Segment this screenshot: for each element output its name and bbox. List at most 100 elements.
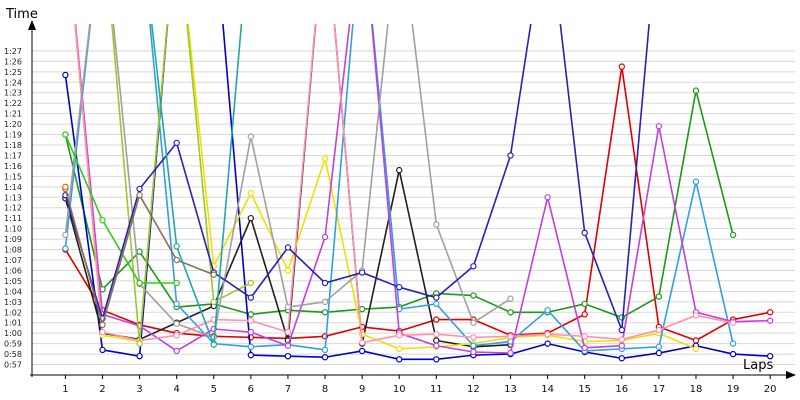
data-point (507, 309, 514, 316)
y-tick-label: 0:57 (4, 361, 22, 370)
data-point (507, 295, 514, 302)
y-tick-label: 1:01 (4, 319, 22, 328)
data-point (247, 328, 255, 336)
y-tick-label: 1:17 (4, 151, 22, 160)
data-point (173, 243, 180, 250)
data-point (729, 231, 737, 239)
data-point (692, 345, 700, 353)
data-point (470, 319, 477, 326)
x-tick-label: 13 (504, 384, 517, 395)
data-point (284, 328, 292, 336)
axes (28, 20, 796, 379)
x-tick-label: 15 (578, 384, 591, 395)
data-point (136, 352, 143, 360)
series-10 (111, 24, 255, 347)
data-point (766, 309, 774, 316)
data-point (321, 279, 329, 287)
series-layer (62, 24, 774, 363)
data-point (766, 317, 774, 324)
data-point (99, 346, 106, 354)
data-point (433, 300, 440, 308)
data-point (618, 326, 625, 334)
data-point (470, 263, 477, 270)
y-tick-label: 1:04 (4, 287, 22, 296)
data-point (618, 355, 625, 362)
y-tick-label: 1:14 (4, 183, 22, 192)
y-tick-label: 1:19 (4, 131, 22, 140)
y-tick-label: 1:24 (4, 78, 22, 87)
data-point (358, 339, 366, 346)
y-tick-label: 0:58 (4, 350, 22, 359)
data-point (433, 337, 440, 344)
data-point (173, 139, 180, 147)
data-point (396, 345, 403, 353)
series-14 (150, 24, 243, 348)
data-point (470, 342, 477, 349)
y-tick-label: 1:26 (4, 57, 22, 66)
data-point (433, 356, 440, 363)
data-point (655, 326, 663, 334)
data-point (173, 300, 180, 308)
data-point (396, 332, 403, 339)
data-point (655, 349, 663, 357)
data-point (284, 352, 292, 360)
data-point (210, 341, 217, 348)
y-tick-label: 1:03 (4, 298, 22, 307)
data-point (729, 350, 737, 358)
x-tick-label: 17 (653, 384, 666, 395)
x-axis-arrow (786, 371, 796, 379)
x-tick-label: 18 (690, 384, 703, 395)
x-tick-label: 20 (764, 384, 777, 395)
data-point (618, 342, 625, 349)
data-point (507, 333, 514, 340)
data-point (247, 214, 255, 222)
y-tick-label: 1:00 (4, 329, 22, 338)
data-point (99, 328, 106, 336)
y-axis-arrow (28, 20, 36, 30)
data-point (173, 256, 180, 264)
data-point (173, 347, 180, 355)
data-point (618, 63, 625, 70)
data-point (247, 294, 255, 301)
data-point (247, 189, 255, 197)
data-point (544, 331, 551, 338)
series-line (64, 188, 215, 326)
data-point (62, 245, 69, 252)
data-point (321, 346, 329, 354)
data-point (544, 306, 551, 314)
x-tick-label: 4 (173, 384, 179, 395)
data-point (655, 122, 663, 130)
data-point (136, 185, 143, 193)
y-tick-label: 1:10 (4, 225, 22, 234)
data-point (247, 343, 255, 350)
data-point (321, 309, 329, 316)
data-point (358, 347, 366, 355)
data-point (358, 305, 366, 313)
data-point (136, 340, 143, 347)
x-axis-title: Laps (743, 358, 773, 373)
data-point (729, 340, 737, 347)
data-point (433, 331, 440, 338)
y-tick-label: 1:22 (4, 99, 22, 108)
series-4 (62, 24, 514, 350)
data-point (173, 332, 180, 339)
x-tick-label: 19 (727, 384, 740, 395)
data-point (247, 279, 255, 287)
x-tick-label: 8 (322, 384, 328, 395)
series-8 (74, 24, 737, 346)
data-point (247, 311, 255, 318)
data-point (433, 294, 440, 301)
series-5 (74, 24, 700, 353)
x-tick-label: 12 (467, 384, 480, 395)
y-tick-label: 0:59 (4, 340, 22, 349)
x-tick-label: 14 (541, 384, 554, 395)
data-point (692, 178, 700, 185)
data-point (321, 233, 329, 241)
x-tick-label: 6 (248, 384, 254, 395)
data-point (692, 312, 700, 319)
data-point (507, 349, 514, 357)
data-point (247, 351, 255, 359)
x-tick-label: 7 (285, 384, 291, 395)
data-point (284, 267, 292, 274)
data-point (284, 303, 292, 311)
